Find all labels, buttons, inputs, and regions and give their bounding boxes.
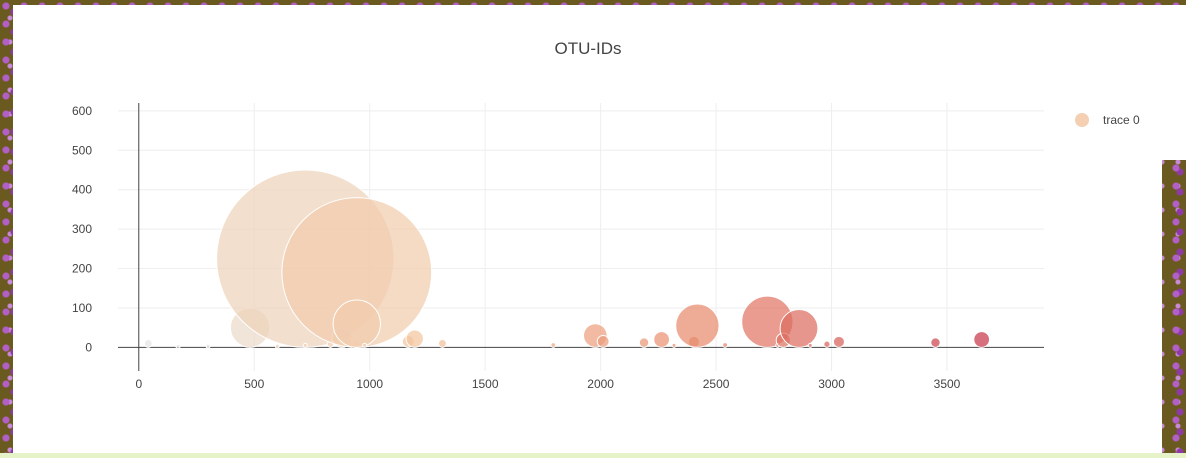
bubble-point (362, 342, 368, 348)
bubble-point (638, 337, 650, 348)
bubble-point (675, 303, 720, 348)
x-tick-label: 2000 (587, 377, 614, 391)
y-tick-labels: 0 100 200 300 400 500 600 (72, 104, 92, 354)
bubble-point (779, 309, 819, 348)
y-tick-label: 400 (72, 183, 92, 197)
y-tick-label: 500 (72, 143, 92, 157)
bubble-point (550, 342, 557, 348)
bubble-point (175, 344, 181, 350)
bubble-point (973, 331, 991, 348)
bubble-point (274, 343, 280, 349)
x-tick-label: 1500 (472, 377, 499, 391)
bubble-point (332, 299, 381, 348)
bubble-layer (143, 169, 991, 350)
legend-label-trace-0[interactable]: trace 0 (1103, 113, 1140, 127)
right-background-strip (1162, 5, 1186, 160)
bubble-point (438, 338, 447, 348)
bubble-point (302, 342, 308, 348)
y-tick-label: 0 (85, 340, 92, 354)
bubble-point (596, 335, 610, 348)
bubble-point (807, 342, 813, 348)
y-tick-label: 200 (72, 262, 92, 276)
bubble-point (653, 331, 670, 348)
bubble-point (205, 343, 211, 349)
legend[interactable]: trace 0 (1075, 113, 1140, 127)
axes (118, 103, 1044, 371)
bubble-point (722, 342, 728, 348)
bubble-point (405, 329, 424, 348)
x-tick-label: 2500 (703, 377, 730, 391)
bubble-point (832, 335, 845, 348)
x-tick-label: 3000 (818, 377, 845, 391)
x-tick-label: 0 (135, 377, 142, 391)
y-tick-label: 100 (72, 301, 92, 315)
bottom-background-strip (0, 453, 1186, 458)
bubble-point (823, 340, 831, 348)
bubble-point (930, 337, 941, 348)
chart-title: OTU-IDs (554, 39, 621, 58)
x-tick-label: 3500 (934, 377, 961, 391)
bubble-point (143, 338, 153, 348)
bubble-point (671, 342, 677, 348)
legend-marker-trace-0[interactable] (1075, 113, 1089, 127)
y-tick-label: 300 (72, 222, 92, 236)
x-tick-labels: 0 500 1000 1500 2000 2500 3000 3500 (135, 377, 960, 391)
y-tick-label: 600 (72, 104, 92, 118)
x-tick-label: 500 (244, 377, 264, 391)
x-tick-label: 1000 (356, 377, 383, 391)
